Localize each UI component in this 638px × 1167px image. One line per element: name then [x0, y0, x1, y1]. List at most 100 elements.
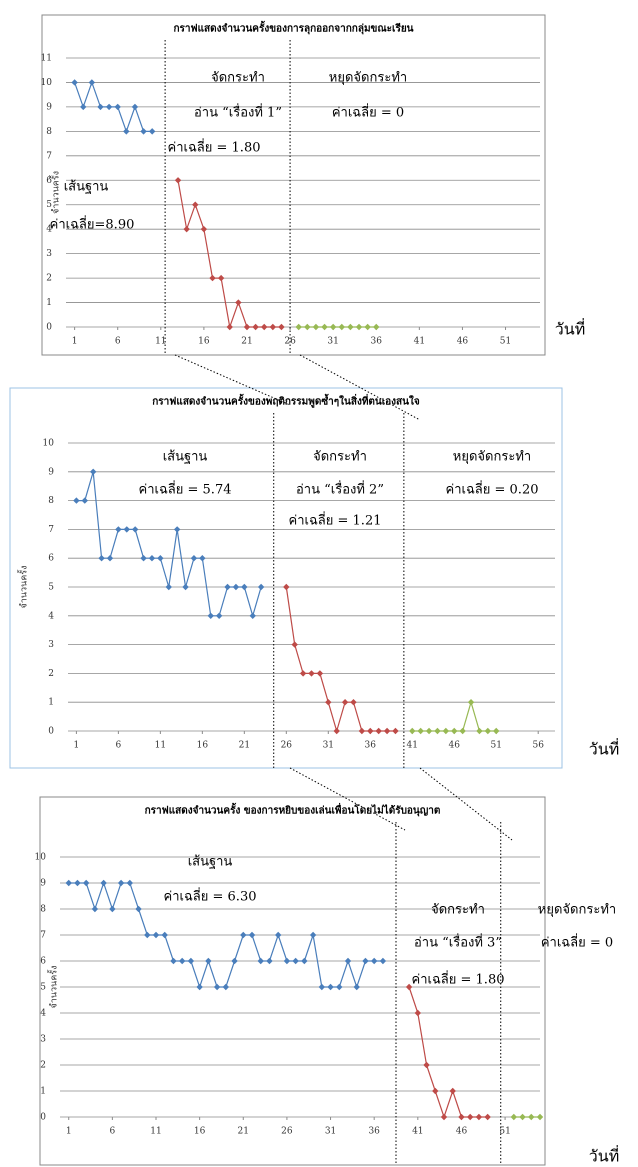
data-point: [519, 1113, 526, 1121]
y-tick-label: 6: [48, 554, 54, 564]
y-tick-label: 3: [48, 640, 54, 650]
data-point: [243, 323, 251, 331]
y-axis-label: จำนวนครั้ง: [17, 566, 30, 609]
y-tick-label: 0: [46, 323, 52, 333]
data-point: [261, 323, 268, 331]
data-point: [467, 699, 475, 706]
x-axis-label: วันที่: [555, 318, 585, 339]
x-tick-label: 36: [365, 741, 377, 751]
data-point: [144, 931, 151, 939]
data-point: [266, 957, 273, 965]
x-tick-label: 41: [414, 337, 425, 347]
data-point: [405, 983, 413, 991]
chart-frame: [39, 796, 546, 1166]
data-point: [196, 983, 203, 991]
y-tick-label: 6: [40, 957, 46, 967]
data-point: [283, 957, 291, 965]
x-tick-label: 51: [500, 337, 511, 347]
data-point: [423, 1061, 430, 1069]
annotation: อ่าน “เรื่องที่ 1”: [194, 104, 282, 121]
data-point: [106, 555, 114, 562]
data-point: [291, 641, 298, 648]
data-point: [370, 957, 378, 965]
x-tick-label: 26: [281, 741, 293, 751]
x-tick-label: 46: [457, 337, 469, 347]
data-point: [327, 983, 334, 991]
data-point: [338, 323, 345, 331]
y-tick-label: 2: [48, 669, 54, 679]
data-point: [379, 957, 387, 965]
annotation: หยุดจัดกระทำ: [538, 903, 616, 918]
x-tick-label: 36: [371, 337, 383, 347]
y-tick-label: 10: [35, 853, 47, 863]
y-tick-label: 4: [40, 1009, 46, 1019]
annotation: หยุดจัดกระทำ: [329, 71, 407, 86]
data-point: [97, 103, 104, 111]
x-axis-label: วันที่: [589, 738, 619, 759]
data-point: [308, 670, 315, 677]
annotation: จัดกระทำ: [211, 71, 265, 86]
y-tick-label: 0: [48, 727, 54, 737]
data-point: [301, 957, 308, 965]
data-point: [100, 879, 107, 887]
data-point: [325, 699, 332, 706]
data-point: [333, 727, 340, 735]
x-tick-label: 16: [198, 337, 210, 347]
data-point: [383, 727, 391, 735]
x-tick-label: 11: [155, 337, 166, 347]
data-point: [409, 727, 416, 735]
annotation: ค่าเฉลี่ย = 6.30: [164, 888, 257, 905]
data-point: [364, 323, 371, 331]
annotation: ค่าเฉลี่ย=8.90: [50, 216, 135, 233]
y-tick-label: 2: [46, 274, 52, 284]
series-line: [408, 986, 488, 1119]
data-point: [170, 957, 177, 965]
data-point: [152, 931, 160, 939]
data-point: [207, 612, 214, 619]
data-point: [316, 670, 324, 677]
y-tick-label: 2: [40, 1061, 46, 1071]
data-point: [274, 931, 282, 939]
x-tick-label: 36: [368, 1127, 380, 1137]
data-point: [71, 79, 78, 86]
data-point: [178, 957, 186, 965]
annotation: เส้นฐาน: [188, 855, 233, 870]
data-point: [182, 583, 189, 591]
data-point: [174, 177, 182, 184]
data-point: [414, 1009, 422, 1017]
annotation: อ่าน “เรื่องที่ 3”: [414, 934, 502, 951]
data-point: [65, 879, 72, 887]
data-point: [312, 323, 320, 331]
data-point: [157, 555, 164, 562]
chart-frame: [41, 14, 546, 356]
y-tick-label: 4: [48, 611, 54, 621]
data-point: [105, 103, 113, 111]
data-point: [148, 555, 156, 562]
data-point: [148, 128, 156, 135]
y-tick-label: 5: [46, 200, 52, 210]
data-point: [200, 225, 208, 233]
data-point: [350, 699, 357, 706]
x-tick-label: 26: [281, 1127, 293, 1137]
data-point: [226, 323, 233, 331]
data-point: [173, 526, 181, 533]
data-point: [109, 905, 116, 913]
data-point: [235, 299, 242, 306]
data-point: [165, 583, 172, 591]
data-point: [373, 323, 380, 331]
data-point: [126, 879, 134, 887]
data-point: [73, 497, 80, 504]
data-point: [135, 905, 142, 913]
annotation: ค่าเฉลี่ย = 5.74: [139, 481, 232, 498]
x-tick-label: 21: [239, 741, 250, 751]
y-tick-label: 8: [40, 905, 46, 915]
data-point: [417, 727, 424, 735]
data-point: [459, 727, 466, 735]
data-point: [183, 225, 190, 233]
chart-title: กราฟแสดงจำนวนครั้ง ของการหยิบของเล่นเพื่…: [145, 803, 441, 817]
x-tick-label: 6: [115, 337, 121, 347]
y-tick-label: 0: [40, 1113, 46, 1123]
data-point: [347, 323, 354, 331]
data-point: [510, 1113, 518, 1121]
